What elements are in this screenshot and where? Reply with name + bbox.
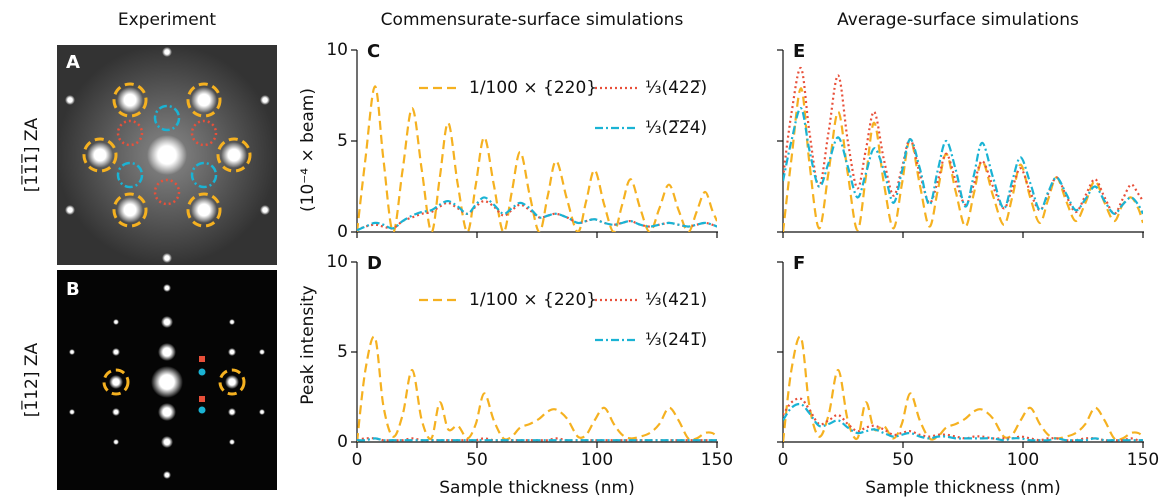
panel-letter: E bbox=[793, 41, 805, 62]
column-title: Average-surface simulations bbox=[837, 10, 1079, 30]
zone-axis-label: [1̅1̅1̅] ZA bbox=[20, 117, 42, 192]
x-axis-title: Sample thickness (nm) bbox=[439, 478, 634, 498]
zone-axis-label: [1̅12] ZA bbox=[20, 342, 42, 417]
x-tick-label: 50 bbox=[892, 450, 914, 470]
series-line bbox=[783, 397, 1143, 442]
series-line bbox=[357, 335, 717, 442]
series-line bbox=[357, 85, 717, 232]
panel-letter: C bbox=[367, 41, 380, 62]
series-line bbox=[783, 107, 1143, 215]
x-tick-label: 100 bbox=[581, 450, 613, 470]
image-label: A bbox=[66, 52, 80, 73]
x-tick-label: 50 bbox=[466, 450, 488, 470]
y-axis-title: Peak intensity bbox=[298, 285, 318, 404]
y-tick-label: 10 bbox=[326, 40, 348, 60]
legend-label: ⅓(2̅2̅4) bbox=[645, 118, 707, 138]
panel-letter: D bbox=[367, 253, 382, 274]
y-tick-label: 0 bbox=[337, 222, 348, 242]
legend-label: 1/100 × {220} bbox=[469, 78, 597, 98]
y-tick-label: 0 bbox=[337, 432, 348, 452]
series-line bbox=[783, 402, 1143, 442]
legend-label: ⅓(421) bbox=[645, 290, 707, 310]
x-tick-label: 0 bbox=[778, 450, 789, 470]
x-axis-title: Sample thickness (nm) bbox=[865, 478, 1060, 498]
x-tick-label: 150 bbox=[1127, 450, 1159, 470]
y-tick-label: 5 bbox=[337, 131, 348, 151]
y-axis-unit: (10⁻⁴ × beam) bbox=[298, 88, 318, 212]
x-tick-label: 100 bbox=[1007, 450, 1039, 470]
x-tick-label: 150 bbox=[701, 450, 733, 470]
panel-letter: F bbox=[793, 253, 805, 274]
series-line bbox=[357, 199, 717, 232]
x-tick-label: 0 bbox=[352, 450, 363, 470]
y-tick-label: 10 bbox=[326, 252, 348, 272]
legend-label: 1/100 × {220} bbox=[469, 290, 597, 310]
series-line bbox=[783, 87, 1143, 232]
y-tick-label: 5 bbox=[337, 342, 348, 362]
image-b: B bbox=[57, 270, 277, 490]
column-title: Commensurate-surface simulations bbox=[381, 10, 684, 30]
series-line bbox=[357, 437, 717, 442]
column-title: Experiment bbox=[118, 10, 217, 30]
image-label: B bbox=[66, 279, 80, 300]
legend-label: ⅓(422̅) bbox=[645, 78, 707, 98]
series-line bbox=[357, 196, 717, 232]
legend-label: ⅓(241̅) bbox=[645, 330, 707, 350]
series-line bbox=[783, 335, 1143, 442]
image-a: A bbox=[57, 45, 277, 265]
